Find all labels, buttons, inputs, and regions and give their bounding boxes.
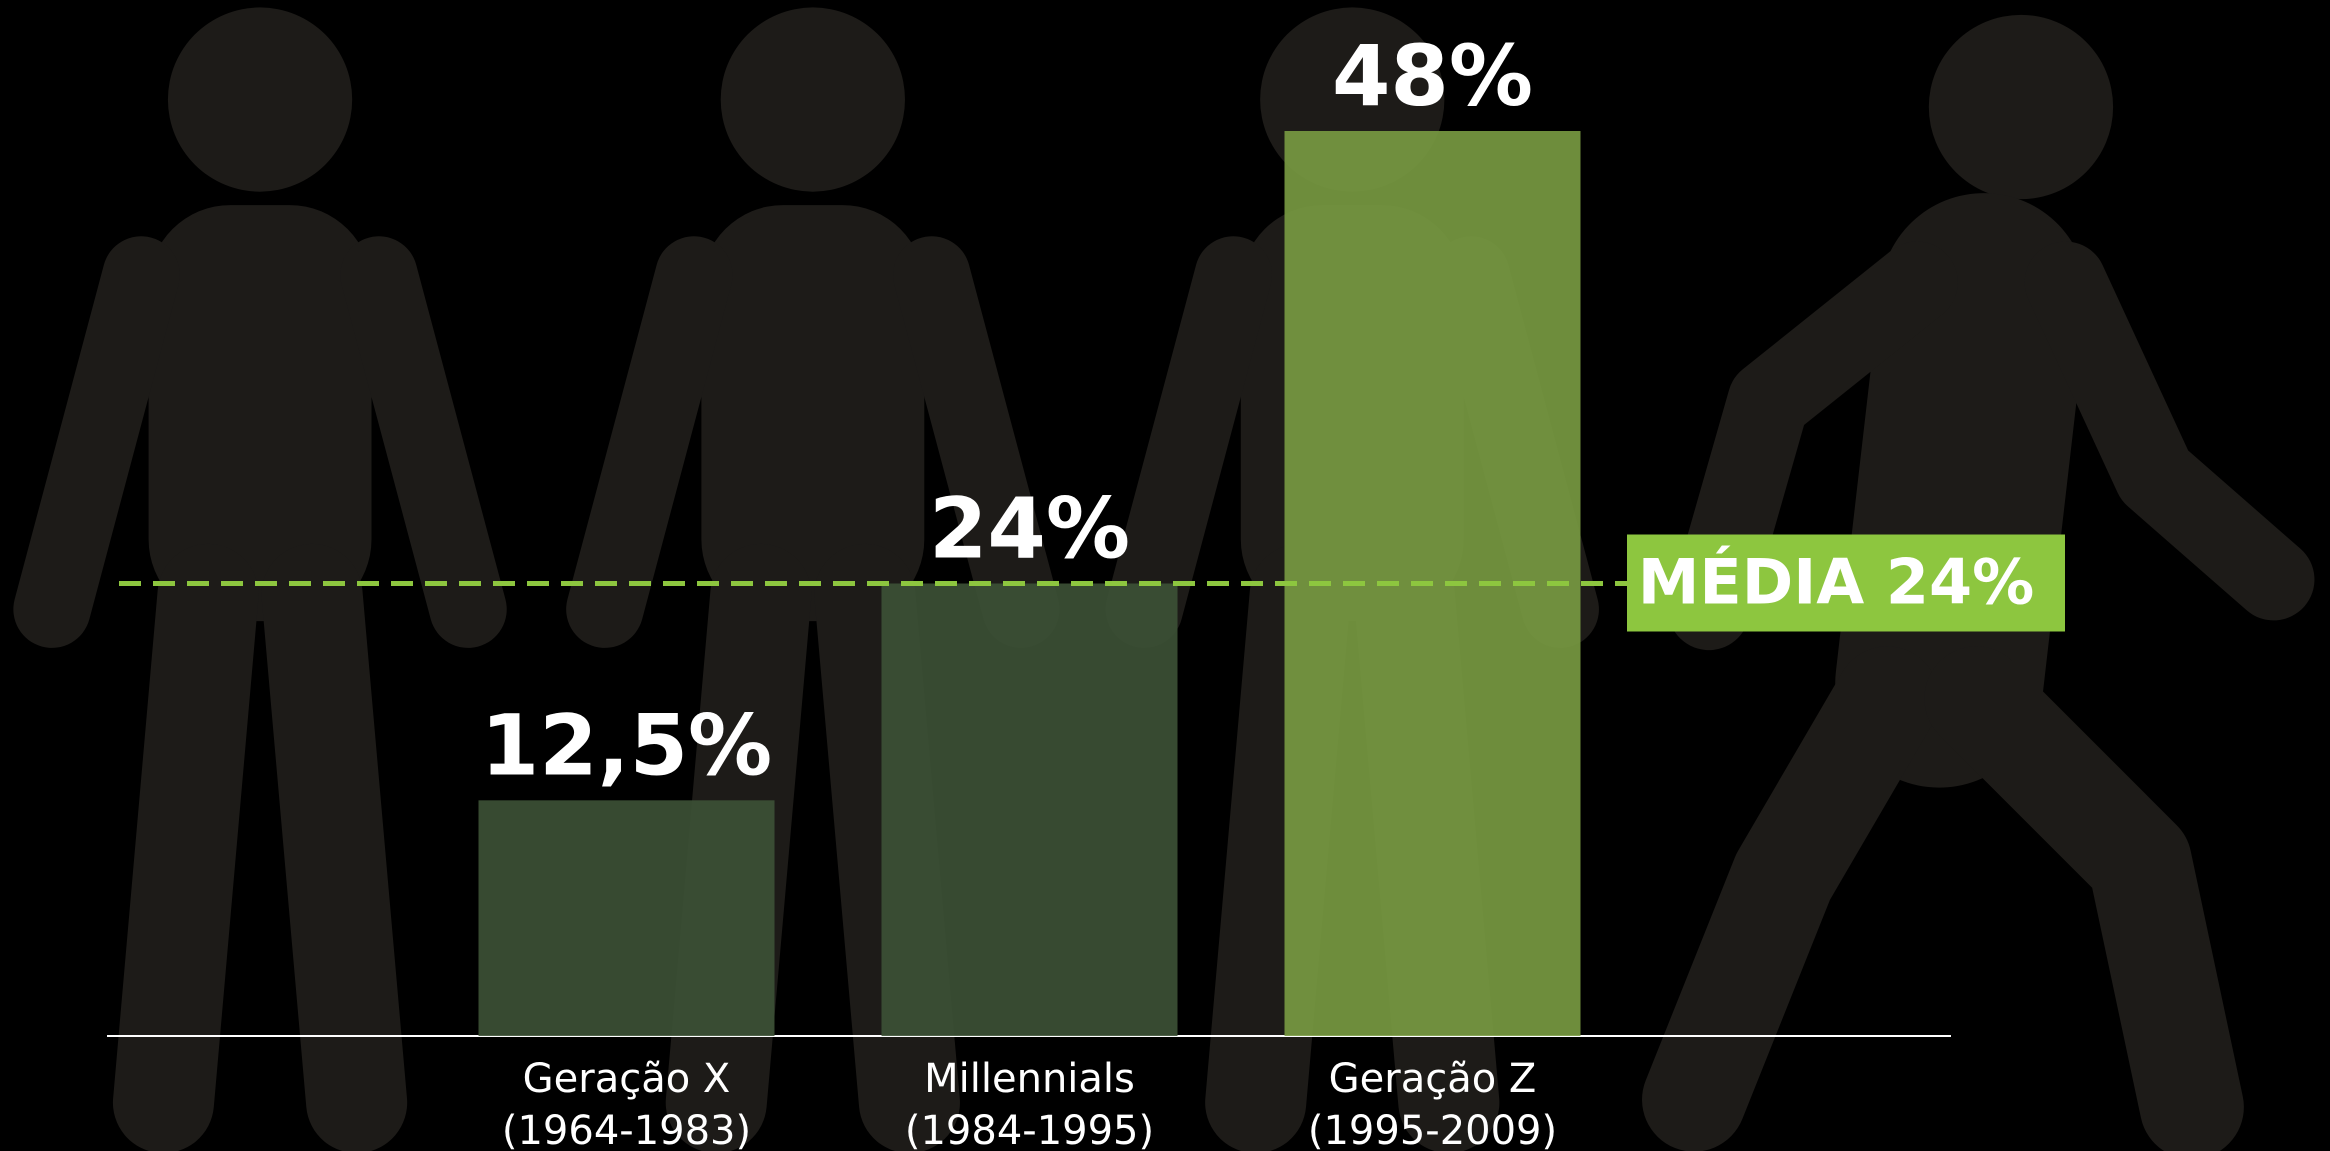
x-tick-label: Geração Z [1329,1056,1537,1102]
x-tick-label: Millennials [924,1056,1135,1102]
x-tick-label: Geração X [523,1056,731,1102]
value-label: 48% [1332,27,1533,125]
x-tick-label: (1995-2009) [1308,1108,1557,1151]
page: 12,5% Geração X (1964-1983) 24% Millennials (… [0,0,2330,1151]
bar [479,800,775,1036]
average-label: MÉDIA 24% [1638,546,2035,619]
bar [882,584,1178,1037]
x-tick-label: (1984-1995) [905,1108,1154,1151]
x-tick-label: (1964-1983) [502,1108,751,1151]
chart: 12,5% Geração X (1964-1983) 24% Millennials (… [0,0,2330,1151]
value-label: 24% [929,480,1130,578]
value-label: 12,5% [481,696,772,794]
